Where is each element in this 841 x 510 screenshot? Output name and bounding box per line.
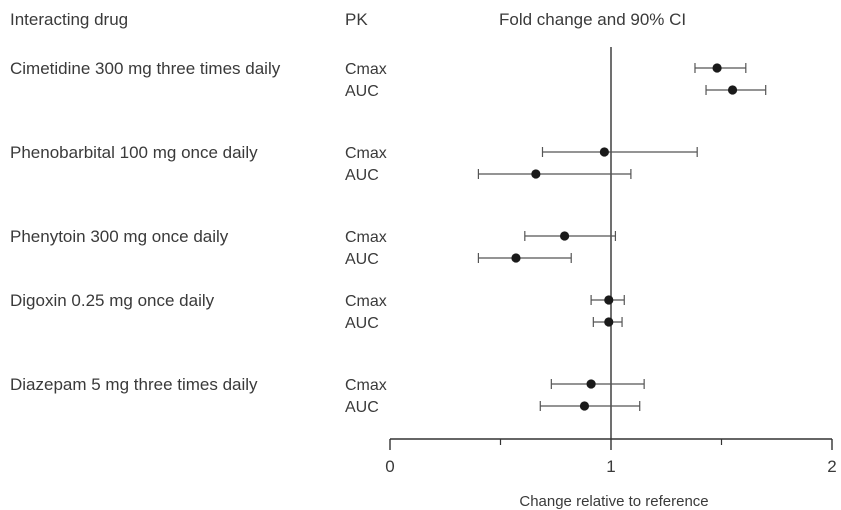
- point-estimate: [586, 379, 596, 389]
- header-fold-change-ci: Fold change and 90% CI: [499, 10, 686, 29]
- x-tick-label: 0: [385, 457, 394, 476]
- pk-label: AUC: [345, 83, 379, 100]
- x-axis-title: Change relative to reference: [519, 493, 708, 510]
- pk-label: AUC: [345, 399, 379, 416]
- x-tick-label: 2: [827, 457, 836, 476]
- point-estimate: [511, 253, 521, 263]
- point-estimate: [712, 63, 722, 73]
- point-estimate: [531, 169, 541, 179]
- point-estimate: [604, 317, 614, 327]
- pk-label: AUC: [345, 251, 379, 268]
- pk-label: AUC: [345, 167, 379, 184]
- confidence-intervals: [477, 63, 767, 411]
- x-tick-label: 1: [606, 457, 615, 476]
- point-estimate: [727, 85, 738, 95]
- pk-label: Cmax: [345, 145, 387, 162]
- drug-label: Phenytoin 300 mg once daily: [10, 227, 229, 246]
- pk-label: AUC: [345, 315, 379, 332]
- pk-label: Cmax: [345, 229, 387, 246]
- drug-label: Diazepam 5 mg three times daily: [10, 375, 258, 394]
- pk-label: Cmax: [345, 61, 387, 78]
- drug-label: Digoxin 0.25 mg once daily: [10, 291, 215, 310]
- header-pk: PK: [345, 10, 368, 29]
- point-estimates: [511, 63, 738, 411]
- pk-labels: Cmax AUC Cmax AUC Cmax AUC Cmax AUC Cmax AUC: [345, 61, 387, 416]
- point-estimate: [604, 295, 614, 305]
- pk-label: Cmax: [345, 293, 387, 310]
- header-interacting-drug: Interacting drug: [10, 10, 128, 29]
- point-estimate: [599, 147, 609, 157]
- point-estimate: [559, 231, 570, 241]
- drug-label: Cimetidine 300 mg three times daily: [10, 59, 281, 78]
- x-axis-ticks: 0 1 2: [385, 439, 837, 476]
- x-axis: 0 1 2: [385, 438, 837, 476]
- drug-labels: Cimetidine 300 mg three times daily Pheno…: [10, 59, 281, 394]
- pk-label: Cmax: [345, 377, 387, 394]
- drug-label: Phenobarbital 100 mg once daily: [10, 143, 258, 162]
- point-estimate: [579, 401, 590, 411]
